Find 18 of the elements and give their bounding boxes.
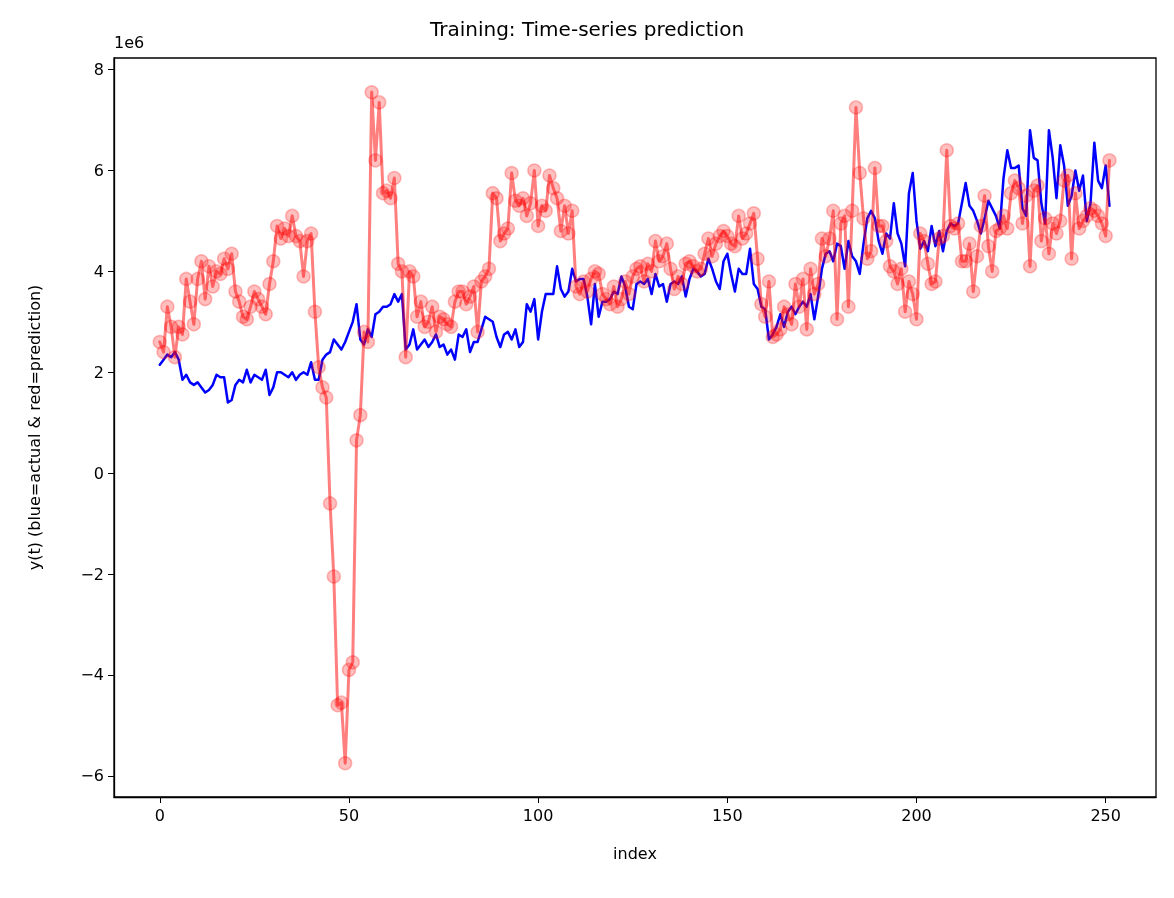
- chart-title: Training: Time-series prediction: [428, 17, 745, 41]
- y-tick-label: 0: [93, 463, 104, 483]
- y-tick-label: −6: [80, 766, 104, 786]
- y-tick-label: −2: [80, 564, 104, 584]
- y-tick-label: 8: [93, 60, 104, 80]
- text: 1e6: [114, 32, 145, 52]
- y-tick-label: 2: [93, 362, 104, 382]
- x-tick-label: 250: [1090, 805, 1121, 825]
- x-tick-label: 200: [901, 805, 932, 825]
- y-tick-label: 6: [93, 160, 104, 180]
- x-tick-label: 0: [154, 805, 165, 825]
- x-tick-label: 100: [522, 805, 554, 825]
- x-axis-title: index: [613, 843, 657, 863]
- y-axis-title: y(t) (blue=actual & red=prediction): [24, 284, 44, 571]
- x-tick-label: 150: [712, 805, 743, 825]
- y-tick-label: 4: [93, 261, 104, 281]
- y-tick-label: −4: [80, 665, 104, 685]
- x-tick-label: 50: [338, 805, 360, 825]
